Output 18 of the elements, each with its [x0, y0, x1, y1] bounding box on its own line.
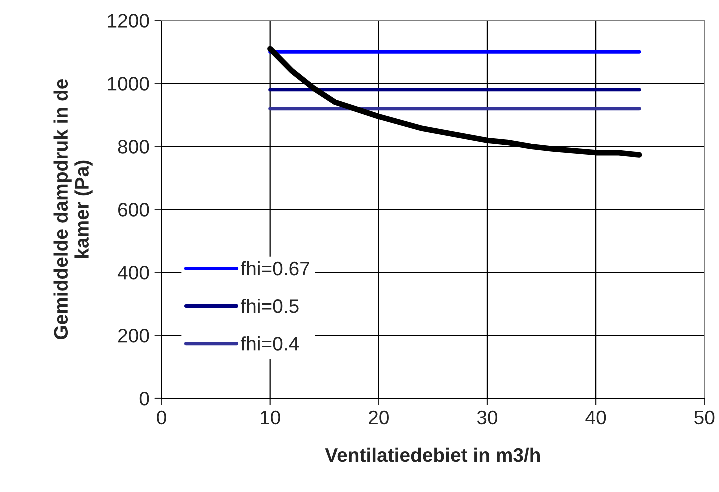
- y-tick-label: 600: [118, 203, 150, 217]
- y-axis-title: Gemiddelde dampdruk in de kamer (Pa): [54, 80, 93, 340]
- y-tick-label: 400: [118, 266, 150, 280]
- y-tick-label: 1000: [108, 77, 150, 91]
- legend-label: fhi=0.5: [240, 298, 299, 314]
- y-tick-label: 1200: [108, 14, 150, 28]
- x-tick-label: 50: [694, 410, 715, 425]
- x-tick-label: 10: [261, 410, 280, 425]
- legend-label: fhi=0.4: [240, 336, 300, 351]
- y-tick-label: 800: [118, 140, 150, 154]
- x-tick-label: 0: [157, 410, 166, 425]
- x-tick-label: 30: [477, 410, 498, 425]
- y-tick-label: 200: [118, 329, 150, 343]
- x-axis-title: Ventilatiedebiet in m3/h: [325, 448, 540, 462]
- y-tick-label: 0: [140, 392, 150, 406]
- x-tick-label: 20: [369, 410, 389, 425]
- x-tick-label: 40: [586, 410, 606, 425]
- legend-label: fhi=0.67: [240, 261, 310, 276]
